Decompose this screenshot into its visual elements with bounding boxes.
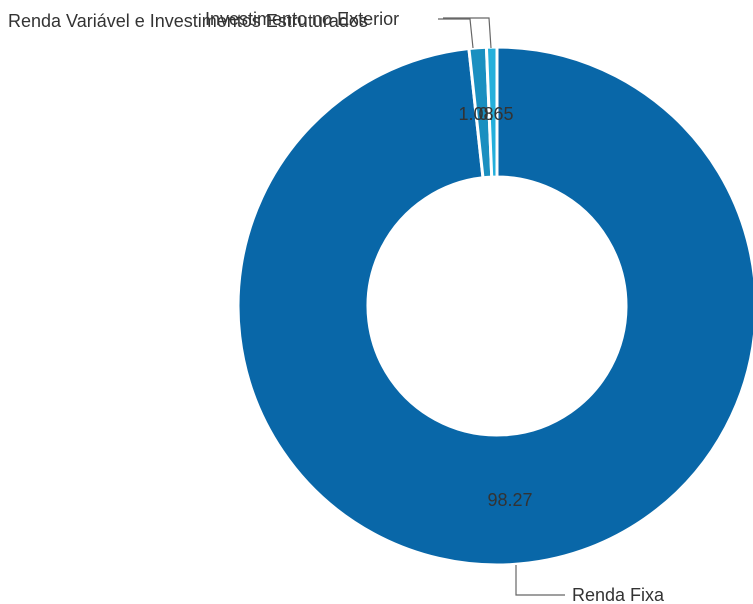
slice-investimento-no-exterior[interactable]	[484, 45, 499, 179]
slice-renda-fixa[interactable]	[236, 45, 753, 567]
category-label-investimento-no-exterior: Investimento no Exterior	[205, 9, 399, 29]
category-label-renda-fixa: Renda Fixa	[572, 585, 665, 604]
leader-line-investimento-no-exterior	[443, 17, 492, 49]
category-label-renda-variavel-e-investimentos-estruturados: Renda Variável e Investimentos Estrutura…	[8, 11, 368, 31]
leader-line-renda-variavel-e-investimentos-estruturados	[438, 18, 474, 49]
leader-line-renda-fixa	[515, 565, 565, 596]
value-label-renda-variavel-e-investimentos-estruturados: 1.08	[458, 104, 493, 124]
value-labels: 98.27 1.080.65	[458, 104, 532, 510]
slices	[236, 45, 753, 567]
category-labels: Renda Fixa Renda Variável e Investimentos…	[8, 9, 665, 604]
value-label-investimento-no-exterior: 0.65	[478, 104, 513, 124]
value-label-renda-fixa: 98.27	[487, 490, 532, 510]
